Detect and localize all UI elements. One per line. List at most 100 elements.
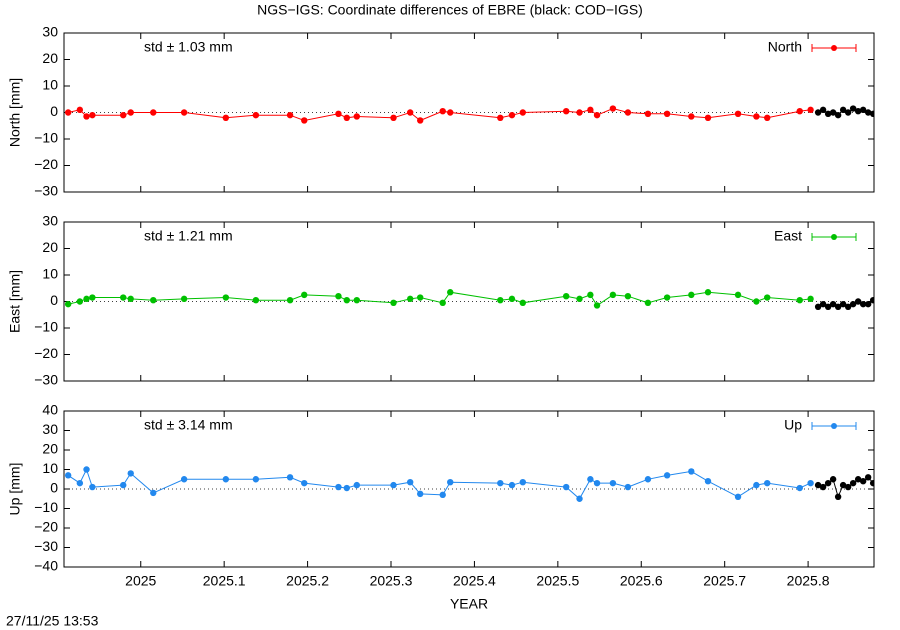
data-point bbox=[807, 106, 814, 114]
data-point bbox=[76, 298, 84, 305]
data-point bbox=[593, 479, 601, 487]
x-tick-label: 2025.2 bbox=[286, 573, 329, 589]
data-point bbox=[562, 107, 570, 115]
data-point bbox=[663, 294, 671, 301]
data-point bbox=[734, 110, 742, 118]
data-point bbox=[76, 479, 84, 487]
data-point bbox=[609, 479, 617, 487]
data-point bbox=[150, 109, 157, 116]
data-point bbox=[859, 106, 867, 114]
y-tick-label: 0 bbox=[50, 292, 58, 308]
data-point bbox=[576, 295, 583, 303]
data-point bbox=[497, 296, 504, 304]
data-point bbox=[624, 483, 632, 491]
data-point bbox=[508, 111, 516, 119]
data-point bbox=[834, 303, 842, 310]
std-annotation: std ± 1.03 mm bbox=[144, 39, 233, 55]
data-point bbox=[849, 300, 857, 308]
data-point bbox=[497, 479, 504, 487]
data-point bbox=[447, 478, 454, 486]
data-point bbox=[807, 479, 814, 487]
data-point bbox=[447, 289, 454, 296]
data-point bbox=[252, 111, 260, 119]
data-point bbox=[849, 105, 857, 112]
data-point bbox=[663, 110, 671, 118]
x-tick-label: 2025.1 bbox=[203, 573, 246, 589]
data-point bbox=[416, 490, 424, 498]
y-tick-label: 30 bbox=[42, 421, 58, 437]
data-point bbox=[824, 110, 832, 118]
data-point bbox=[519, 299, 527, 307]
data-point bbox=[343, 484, 350, 492]
data-point bbox=[587, 476, 594, 483]
y-tick-label: −30 bbox=[34, 372, 58, 388]
data-point bbox=[764, 294, 771, 301]
data-point bbox=[587, 291, 594, 299]
legend-label: North bbox=[768, 39, 802, 55]
plot-area bbox=[64, 105, 874, 124]
data-point bbox=[869, 110, 874, 118]
data-point bbox=[89, 483, 96, 491]
data-point bbox=[406, 109, 414, 116]
std-annotation: std ± 1.21 mm bbox=[144, 228, 233, 244]
data-point bbox=[609, 105, 617, 112]
data-point bbox=[120, 481, 127, 489]
data-point bbox=[587, 106, 594, 114]
y-tick-label: −10 bbox=[34, 319, 58, 335]
data-point bbox=[353, 113, 361, 120]
data-point bbox=[497, 114, 504, 122]
data-point bbox=[390, 114, 397, 122]
series-line bbox=[67, 468, 811, 500]
data-point bbox=[796, 296, 803, 304]
chart-title: NGS−IGS: Coordinate differences of EBRE … bbox=[257, 2, 643, 18]
data-point bbox=[644, 110, 652, 118]
data-point bbox=[819, 106, 827, 114]
data-point bbox=[301, 479, 308, 487]
data-point bbox=[562, 293, 570, 300]
data-point bbox=[824, 479, 832, 487]
data-point bbox=[301, 117, 308, 124]
data-point bbox=[286, 474, 294, 481]
data-point bbox=[390, 481, 397, 489]
data-point bbox=[663, 472, 671, 479]
x-tick-label: 2025.8 bbox=[787, 573, 830, 589]
data-point bbox=[286, 296, 294, 304]
y-axis-label: East [mm] bbox=[7, 270, 23, 333]
x-tick-label: 2025.5 bbox=[536, 573, 579, 589]
data-point bbox=[180, 476, 188, 483]
data-point bbox=[814, 109, 822, 116]
plot-area bbox=[64, 466, 874, 502]
plot-frame bbox=[63, 410, 875, 568]
data-point bbox=[869, 296, 874, 304]
data-point bbox=[864, 109, 872, 116]
y-tick-label: −20 bbox=[34, 156, 58, 172]
data-point bbox=[64, 472, 72, 479]
data-point bbox=[343, 114, 350, 122]
x-tick-label: 2025.6 bbox=[620, 573, 663, 589]
data-point bbox=[353, 296, 361, 304]
plot-area bbox=[64, 289, 874, 310]
data-point bbox=[83, 295, 90, 303]
data-point bbox=[839, 481, 847, 489]
data-point bbox=[508, 481, 516, 489]
y-tick-label: 30 bbox=[42, 24, 58, 40]
data-point bbox=[343, 296, 350, 304]
data-point bbox=[222, 114, 230, 122]
data-point bbox=[764, 114, 771, 122]
y-tick-label: 0 bbox=[50, 103, 58, 119]
data-point bbox=[64, 300, 72, 308]
data-point bbox=[562, 483, 570, 491]
data-point bbox=[447, 109, 454, 116]
data-point bbox=[576, 495, 583, 502]
data-point bbox=[120, 294, 127, 301]
data-point bbox=[301, 291, 308, 299]
y-tick-label: −20 bbox=[34, 345, 58, 361]
data-point bbox=[609, 291, 617, 299]
data-point bbox=[704, 289, 712, 296]
data-point bbox=[688, 468, 695, 475]
legend-marker bbox=[831, 234, 837, 240]
x-tick-label: 2025 bbox=[125, 573, 156, 589]
data-point bbox=[624, 293, 632, 300]
data-point bbox=[864, 300, 872, 308]
